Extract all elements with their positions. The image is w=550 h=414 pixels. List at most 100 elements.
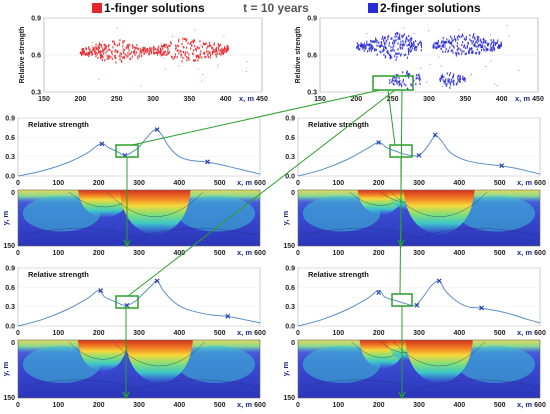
scatter-point — [167, 47, 169, 51]
scatter-point — [401, 34, 403, 38]
scatter-point — [221, 49, 223, 53]
scatter-point — [420, 49, 422, 52]
scatter-point — [394, 41, 396, 45]
scatter-point — [455, 54, 457, 57]
scatter-point — [439, 79, 442, 83]
scatter-point — [184, 54, 186, 57]
scatter-point — [440, 41, 443, 44]
scatter-point — [373, 40, 375, 43]
scatter-point — [506, 25, 508, 27]
scatter-point — [358, 44, 360, 47]
y-tick-label: 0.0 — [285, 174, 295, 181]
x-tick-label: 400 — [173, 250, 185, 257]
scatter-point — [470, 74, 472, 76]
x-tick-label: 600 — [254, 330, 266, 337]
scatter-point — [448, 40, 450, 44]
scatter-point — [381, 44, 383, 47]
scatter-point — [187, 56, 189, 59]
scatter-point — [190, 47, 192, 50]
y-tick-label: 0.9 — [307, 16, 317, 23]
scatter-point — [141, 54, 143, 57]
scatter-point — [131, 55, 133, 58]
scatter-point — [157, 47, 159, 50]
scatter-point — [192, 59, 195, 62]
scatter-point — [415, 39, 417, 43]
scatter-point — [116, 44, 118, 47]
scatter-point — [363, 45, 365, 48]
scatter-point — [199, 52, 201, 56]
profile-highlight-box — [115, 295, 139, 309]
scatter-point — [369, 44, 371, 47]
scatter-point — [473, 33, 475, 36]
scatter-point — [153, 52, 155, 55]
scatter-point — [187, 42, 189, 45]
scatter-point — [398, 52, 400, 55]
scatter-point — [459, 80, 461, 83]
y-tick-label: 0 — [291, 340, 295, 347]
scatter-point — [193, 39, 196, 42]
scatter-point — [405, 40, 407, 43]
scatter-point — [392, 49, 394, 52]
y-tick-label: 0.9 — [285, 266, 295, 273]
scatter-point — [405, 72, 408, 75]
strength-curve — [297, 280, 541, 327]
scatter-point — [410, 49, 413, 52]
y-tick-label: 0.9 — [5, 266, 15, 273]
scatter-point — [164, 43, 166, 47]
scatter-point — [92, 48, 95, 51]
scatter-point — [508, 35, 510, 37]
field-finger — [403, 190, 475, 235]
scatter-point — [483, 39, 485, 42]
scatter-point — [114, 50, 116, 53]
x-tick-label: 300 — [413, 330, 425, 337]
scatter-point — [167, 52, 169, 55]
scatter-point — [455, 83, 458, 86]
scatter-point — [437, 41, 439, 45]
y-tick-label: 0.6 — [5, 135, 15, 142]
y-tick-label: 0.9 — [31, 16, 41, 23]
scatter-point — [218, 44, 220, 47]
scatter-point — [114, 54, 116, 57]
scatter-point — [179, 49, 181, 53]
x-axis-label: x, m — [239, 94, 254, 103]
scatter-point — [99, 57, 102, 60]
scatter-point — [400, 46, 402, 49]
scatter-point — [147, 48, 149, 51]
scatter-point — [390, 37, 392, 40]
scatter-point — [114, 43, 116, 46]
y-tick-label: 0 — [11, 340, 15, 347]
x-tick-label: 600 — [534, 180, 546, 187]
x-tick-label: 450 — [532, 96, 544, 103]
scatter-point — [131, 44, 134, 47]
scatter-point — [227, 49, 229, 52]
scatter-point — [368, 43, 370, 46]
field-finger — [77, 340, 128, 372]
scatter-point — [186, 59, 188, 62]
scatter-point — [442, 85, 444, 87]
scatter-point — [121, 60, 123, 63]
scatter-point — [215, 48, 217, 51]
scatter-point — [130, 57, 132, 60]
scatter-point — [441, 73, 443, 76]
y-tick-label: 150 — [3, 243, 15, 250]
scatter-point — [99, 51, 101, 55]
scatter-point — [498, 44, 500, 47]
plot-frame — [297, 117, 541, 177]
scatter-point — [456, 36, 458, 39]
scatter-point — [458, 74, 460, 77]
scatter-point — [410, 45, 412, 48]
scatter-point — [370, 47, 372, 50]
y-tick-label: 0.6 — [5, 285, 15, 292]
scatter-point — [449, 83, 452, 86]
plot-frame — [17, 339, 261, 399]
scatter-point — [452, 80, 455, 83]
scatter-point — [481, 45, 483, 49]
scatter-point — [178, 65, 180, 67]
scatter-point — [461, 50, 463, 53]
scatter-point — [363, 42, 365, 45]
scatter-point — [94, 52, 96, 56]
scatter-point — [198, 47, 200, 50]
scatter-point — [484, 45, 486, 48]
scatter-point — [204, 43, 206, 46]
